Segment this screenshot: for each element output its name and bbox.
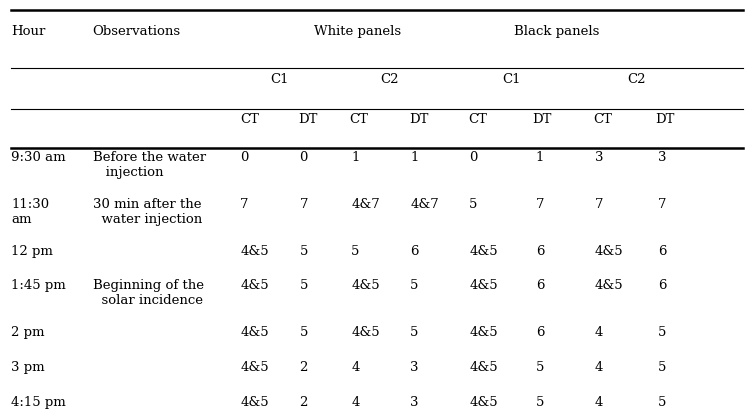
Text: DT: DT bbox=[409, 113, 428, 126]
Text: 2: 2 bbox=[299, 361, 308, 374]
Text: 11:30
am: 11:30 am bbox=[11, 198, 49, 226]
Text: 4&5: 4&5 bbox=[241, 361, 269, 374]
Text: 5: 5 bbox=[657, 326, 667, 339]
Text: 5: 5 bbox=[536, 396, 544, 409]
Text: 2: 2 bbox=[299, 396, 308, 409]
Text: 3: 3 bbox=[410, 396, 418, 409]
Text: 4&5: 4&5 bbox=[241, 326, 269, 339]
Text: 6: 6 bbox=[536, 245, 544, 258]
Text: C1: C1 bbox=[270, 74, 288, 87]
Text: 5: 5 bbox=[410, 326, 418, 339]
Text: 6: 6 bbox=[536, 280, 544, 292]
Text: 4&5: 4&5 bbox=[241, 396, 269, 409]
Text: CT: CT bbox=[350, 113, 369, 126]
Text: 4&5: 4&5 bbox=[241, 280, 269, 292]
Text: 1: 1 bbox=[536, 151, 544, 164]
Text: 4&5: 4&5 bbox=[469, 326, 498, 339]
Text: 0: 0 bbox=[469, 151, 478, 164]
Text: 3: 3 bbox=[657, 151, 667, 164]
Text: 4: 4 bbox=[595, 326, 603, 339]
Text: 7: 7 bbox=[657, 198, 667, 211]
Text: Beginning of the
  solar incidence: Beginning of the solar incidence bbox=[93, 280, 204, 307]
Text: 6: 6 bbox=[657, 245, 667, 258]
Text: 5: 5 bbox=[469, 198, 478, 211]
Text: CT: CT bbox=[468, 113, 487, 126]
Text: 4&5: 4&5 bbox=[469, 245, 498, 258]
Text: 4&5: 4&5 bbox=[595, 280, 624, 292]
Text: Hour: Hour bbox=[11, 25, 45, 37]
Text: DT: DT bbox=[532, 113, 551, 126]
Text: 7: 7 bbox=[595, 198, 603, 211]
Text: 4&7: 4&7 bbox=[410, 198, 439, 211]
Text: 5: 5 bbox=[410, 280, 418, 292]
Text: 3 pm: 3 pm bbox=[11, 361, 44, 374]
Text: 9:30 am: 9:30 am bbox=[11, 151, 66, 164]
Text: 6: 6 bbox=[536, 326, 544, 339]
Text: DT: DT bbox=[298, 113, 317, 126]
Text: 4&5: 4&5 bbox=[351, 326, 380, 339]
Text: 5: 5 bbox=[657, 361, 667, 374]
Text: 6: 6 bbox=[410, 245, 418, 258]
Text: 4&5: 4&5 bbox=[469, 280, 498, 292]
Text: 3: 3 bbox=[410, 361, 418, 374]
Text: 1: 1 bbox=[410, 151, 418, 164]
Text: 4:15 pm: 4:15 pm bbox=[11, 396, 66, 409]
Text: Observations: Observations bbox=[93, 25, 181, 37]
Text: 5: 5 bbox=[536, 361, 544, 374]
Text: 30 min after the
  water injection: 30 min after the water injection bbox=[93, 198, 202, 226]
Text: 1:45 pm: 1:45 pm bbox=[11, 280, 66, 292]
Text: 1: 1 bbox=[351, 151, 360, 164]
Text: DT: DT bbox=[655, 113, 675, 126]
Text: 4&5: 4&5 bbox=[469, 396, 498, 409]
Text: 4&5: 4&5 bbox=[595, 245, 624, 258]
Text: 6: 6 bbox=[657, 280, 667, 292]
Text: 12 pm: 12 pm bbox=[11, 245, 53, 258]
Text: 4&5: 4&5 bbox=[241, 245, 269, 258]
Text: 4: 4 bbox=[595, 396, 603, 409]
Text: 4: 4 bbox=[351, 396, 360, 409]
Text: Before the water
   injection: Before the water injection bbox=[93, 151, 206, 179]
Text: 5: 5 bbox=[351, 245, 360, 258]
Text: C2: C2 bbox=[381, 74, 399, 87]
Text: 4&5: 4&5 bbox=[469, 361, 498, 374]
Text: Black panels: Black panels bbox=[513, 25, 599, 37]
Text: 5: 5 bbox=[299, 245, 308, 258]
Text: 4: 4 bbox=[595, 361, 603, 374]
Text: 4&7: 4&7 bbox=[351, 198, 380, 211]
Text: White panels: White panels bbox=[314, 25, 401, 37]
Text: 2 pm: 2 pm bbox=[11, 326, 44, 339]
Text: 7: 7 bbox=[536, 198, 544, 211]
Text: 7: 7 bbox=[299, 198, 308, 211]
Text: C1: C1 bbox=[503, 74, 521, 87]
Text: 3: 3 bbox=[595, 151, 603, 164]
Text: 5: 5 bbox=[299, 326, 308, 339]
Text: 5: 5 bbox=[657, 396, 667, 409]
Text: CT: CT bbox=[593, 113, 612, 126]
Text: 0: 0 bbox=[241, 151, 249, 164]
Text: 5: 5 bbox=[299, 280, 308, 292]
Text: CT: CT bbox=[241, 113, 259, 126]
Text: 4&5: 4&5 bbox=[351, 280, 380, 292]
Text: 7: 7 bbox=[241, 198, 249, 211]
Text: C2: C2 bbox=[627, 74, 645, 87]
Text: 0: 0 bbox=[299, 151, 308, 164]
Text: 4: 4 bbox=[351, 361, 360, 374]
